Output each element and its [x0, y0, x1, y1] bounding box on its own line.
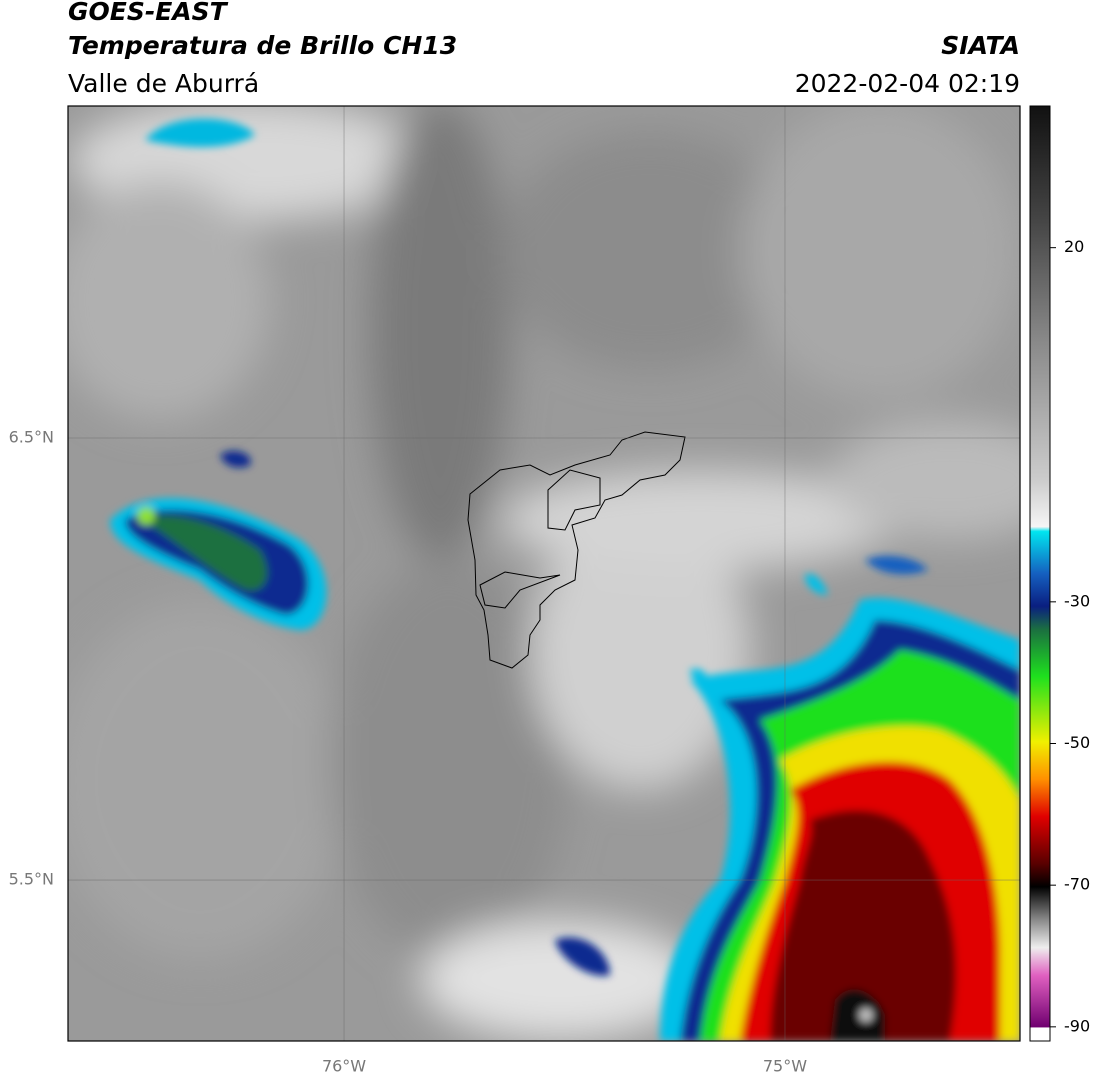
- map-frame: [67, 105, 1021, 1042]
- datetime: 2022-02-04 02:19: [795, 69, 1020, 98]
- satellite-image: [68, 106, 1020, 1041]
- colorbar-tick-label: -50: [1064, 733, 1090, 752]
- lat-tick-label: 6.5°N: [9, 428, 54, 447]
- colorbar: [1029, 105, 1051, 1042]
- lon-tick-label: 75°W: [763, 1057, 807, 1076]
- title: GOES-EAST: [68, 0, 229, 26]
- colorbar-tick-label: -70: [1064, 875, 1090, 894]
- source: SIATA: [941, 31, 1020, 60]
- colorbar-tick-label: 20: [1064, 237, 1084, 256]
- region: Valle de Aburrá: [68, 69, 259, 98]
- subtitle: Temperatura de Brillo CH13: [68, 31, 457, 60]
- lat-tick-label: 5.5°N: [9, 870, 54, 889]
- colorbar-tick-label: -30: [1064, 591, 1090, 610]
- lon-tick-label: 76°W: [322, 1057, 366, 1076]
- colorbar-tick-label: -90: [1064, 1016, 1090, 1035]
